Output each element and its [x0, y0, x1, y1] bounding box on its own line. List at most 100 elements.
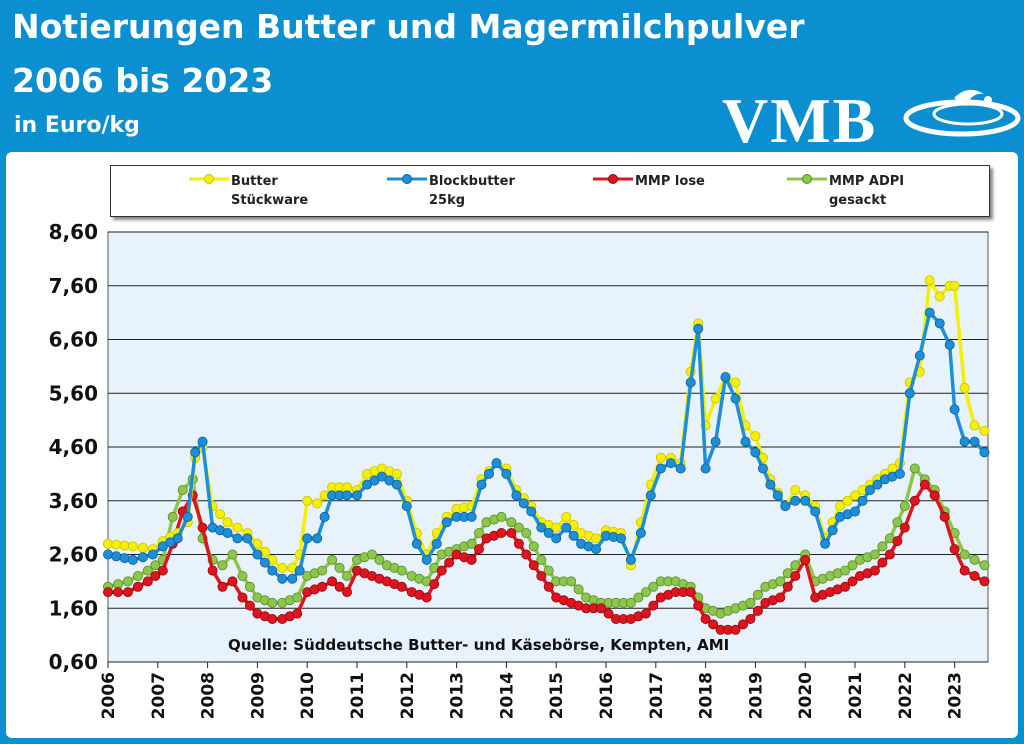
series-point: [924, 307, 935, 318]
legend-item-mmp-lose: MMP lose: [635, 172, 705, 191]
series-point: [111, 551, 122, 562]
series-point: [924, 275, 935, 286]
x-tick-label: 2015: [547, 672, 567, 719]
series-point: [847, 576, 858, 587]
series-point: [536, 522, 547, 533]
series-point: [633, 592, 644, 603]
series-point: [334, 581, 345, 592]
series-point: [341, 587, 352, 598]
legend-label: Stückware: [231, 193, 309, 208]
series-point: [476, 479, 487, 490]
series-point: [884, 549, 895, 560]
series-point: [730, 393, 741, 404]
series-point: [132, 571, 143, 582]
series-point: [222, 517, 233, 528]
x-tick-label: 2016: [597, 672, 617, 719]
x-tick-label: 2009: [248, 672, 268, 719]
series-point: [302, 533, 313, 544]
legend-item-butter: Butter Stückware: [231, 172, 308, 210]
series-point: [877, 557, 888, 568]
series-point: [237, 592, 248, 603]
series-point: [217, 581, 228, 592]
series-point: [645, 490, 656, 501]
series-point: [685, 587, 696, 598]
series-point: [820, 538, 831, 549]
x-tick-label: 2010: [298, 672, 318, 719]
series-point: [466, 554, 477, 565]
series-point: [700, 463, 711, 474]
series-point: [929, 490, 940, 501]
series-point: [150, 571, 161, 582]
series-point: [551, 522, 562, 533]
series-point: [919, 479, 930, 490]
series-point: [401, 501, 412, 512]
series-point: [551, 533, 562, 544]
series-point: [790, 571, 801, 582]
series-point: [215, 509, 226, 520]
series-point: [466, 511, 477, 522]
x-tick-label: 2017: [647, 672, 667, 719]
series-point: [934, 291, 945, 302]
x-tick-label: 2021: [846, 672, 866, 719]
series-point: [648, 581, 659, 592]
y-tick-label: 0,60: [49, 650, 98, 674]
series-point: [959, 549, 970, 560]
series-point: [496, 511, 507, 522]
x-tick-label: 2020: [796, 672, 816, 719]
series-point: [267, 565, 278, 576]
series-point: [665, 458, 676, 469]
series-point: [566, 576, 577, 587]
chart-legend: Butter Stückware Blockbutter 25kg MMP lo…: [110, 165, 990, 217]
series-point: [979, 425, 990, 436]
series-point: [944, 339, 955, 350]
series-point: [730, 377, 741, 388]
series-point: [840, 565, 851, 576]
series-point: [137, 552, 148, 563]
series-point: [411, 538, 422, 549]
series-point: [287, 573, 298, 584]
series-point: [277, 562, 288, 573]
series-point: [142, 576, 153, 587]
series-point: [591, 544, 602, 555]
series-point: [190, 447, 201, 458]
chart-subtitle: in Euro/kg: [14, 113, 140, 138]
series-point: [872, 479, 883, 490]
legend-item-mmp-adpi: MMP ADPI gesackt: [829, 172, 904, 210]
series-point: [127, 554, 138, 565]
series-point: [113, 587, 124, 598]
chart-title-line2: 2006 bis 2023: [12, 61, 274, 100]
series-point: [351, 490, 362, 501]
series-point: [103, 549, 114, 560]
series-point: [959, 565, 970, 576]
series-point: [561, 511, 572, 522]
x-tick-label: 2011: [348, 672, 368, 719]
series-point: [543, 581, 554, 592]
series-point: [568, 530, 579, 541]
series-point: [317, 581, 328, 592]
series-point: [374, 554, 385, 565]
vmb-logo: VMB: [722, 85, 1021, 150]
series-point: [675, 463, 686, 474]
series-point: [157, 565, 168, 576]
series-point: [319, 511, 330, 522]
series-point: [693, 600, 704, 611]
series-point: [800, 495, 811, 506]
x-tick-label: 2018: [697, 672, 717, 719]
series-point: [892, 536, 903, 547]
series-point: [969, 420, 980, 431]
series-point: [775, 576, 786, 587]
legend-label: Butter: [231, 174, 278, 189]
series-point: [969, 571, 980, 582]
series-point: [511, 490, 522, 501]
series-point: [894, 468, 905, 479]
series-point: [127, 541, 138, 552]
series-point: [596, 603, 607, 614]
y-tick-label: 8,60: [49, 220, 98, 244]
series-point: [244, 581, 255, 592]
series-point: [302, 495, 313, 506]
series-point: [491, 458, 502, 469]
x-tick-label: 2019: [746, 672, 766, 719]
vmb-swoosh-icon: [903, 89, 1021, 137]
source-note: Quelle: Süddeutsche Butter- und Käsebörs…: [228, 636, 730, 654]
series-point: [396, 565, 407, 576]
